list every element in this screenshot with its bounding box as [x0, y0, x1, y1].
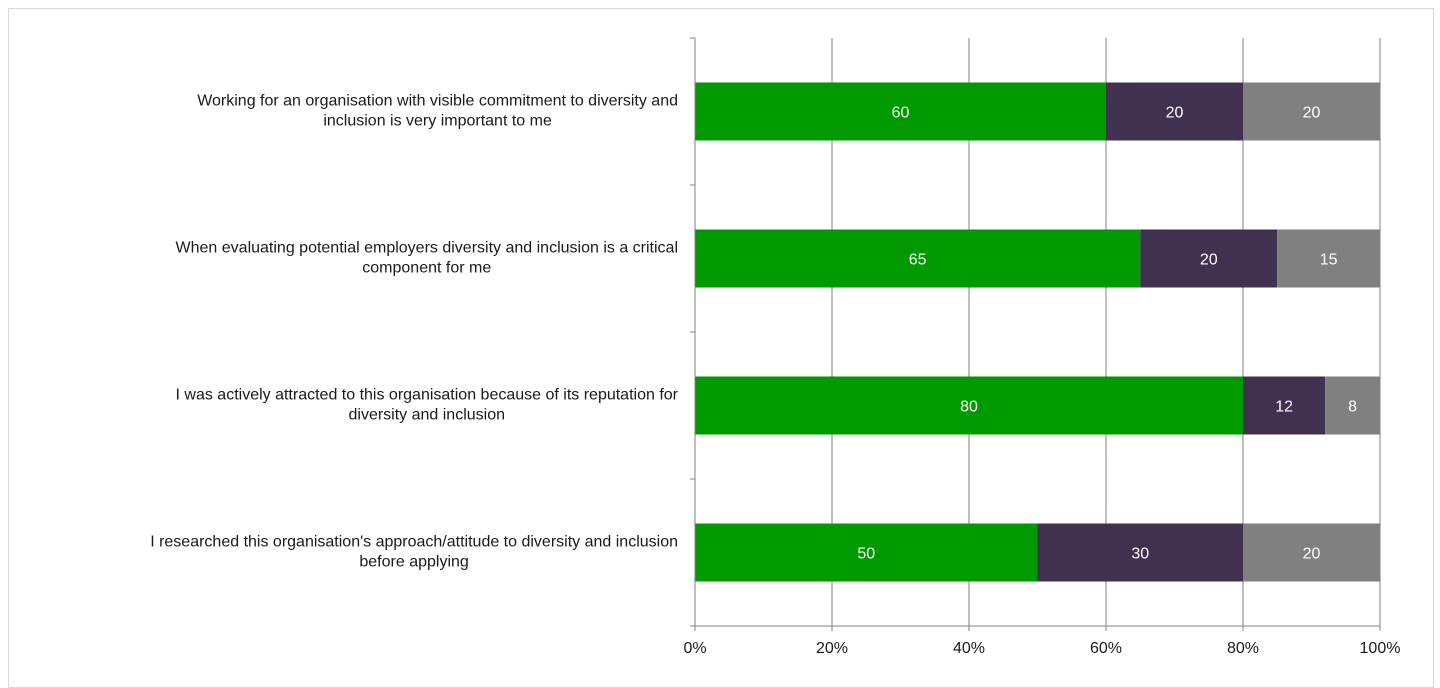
category-label-line: inclusion is very important to me — [323, 113, 552, 130]
data-label: 8 — [1348, 399, 1357, 416]
bar-segment — [1106, 82, 1243, 141]
data-label: 60 — [892, 105, 910, 122]
category-label-line: I was actively attracted to this organis… — [176, 387, 679, 404]
data-label: 50 — [857, 546, 875, 563]
data-label: 65 — [909, 252, 927, 269]
data-label: 20 — [1303, 546, 1321, 563]
bar-segment — [695, 229, 1141, 288]
bars: 60 20 20 65 20 15 80 12 8 50 30 20 — [695, 82, 1380, 582]
bar-segment — [695, 82, 1106, 141]
category-labels: Working for an organisation with visible… — [150, 93, 678, 571]
category-label-line: Working for an organisation with visible… — [197, 93, 678, 110]
category-label: Working for an organisation with visible… — [197, 93, 678, 130]
bar-segment — [1243, 376, 1326, 435]
bar-segment — [695, 523, 1038, 582]
data-label: 20 — [1200, 252, 1218, 269]
category-label-line: I researched this organisation's approac… — [150, 534, 678, 551]
bar-segment — [1325, 376, 1380, 435]
x-tick-label: 0% — [683, 640, 706, 657]
data-label: 20 — [1303, 105, 1321, 122]
data-label: 12 — [1275, 399, 1293, 416]
bar-segment — [1037, 523, 1243, 582]
bar-segment — [1140, 229, 1278, 288]
axes — [690, 37, 1381, 631]
data-label: 20 — [1166, 105, 1184, 122]
category-label-line: diversity and inclusion — [348, 407, 505, 424]
category-label-line: before applying — [359, 554, 468, 571]
x-tick-label: 20% — [816, 640, 848, 657]
bar-segment — [1277, 229, 1380, 288]
bar-segment — [1243, 82, 1380, 141]
category-label: When evaluating potential employers dive… — [176, 240, 678, 277]
x-tick-label: 60% — [1090, 640, 1122, 657]
data-label: 30 — [1131, 546, 1149, 563]
data-label: 15 — [1320, 252, 1338, 269]
category-label-line: When evaluating potential employers dive… — [176, 240, 678, 257]
category-label: I was actively attracted to this organis… — [176, 387, 679, 424]
x-tick-label: 100% — [1360, 640, 1401, 657]
x-tick-label: 40% — [953, 640, 985, 657]
category-label-line: component for me — [362, 260, 491, 277]
x-tick-labels: 0% 20% 40% 60% 80% 100% — [683, 640, 1400, 657]
bar-segment — [1243, 523, 1380, 582]
x-tick-label: 80% — [1227, 640, 1259, 657]
category-label: I researched this organisation's approac… — [150, 534, 678, 571]
data-label: 80 — [960, 399, 978, 416]
bar-segment — [695, 376, 1243, 435]
